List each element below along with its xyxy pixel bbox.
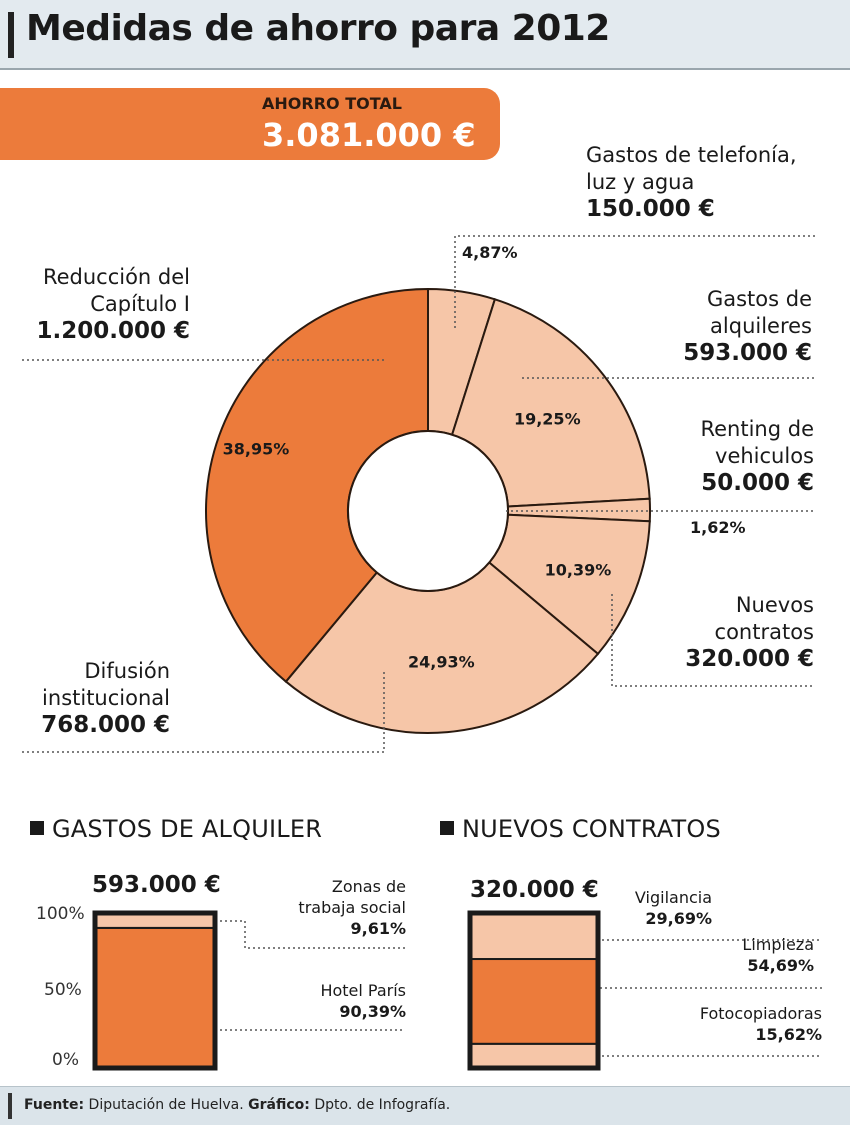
stack-segment-contratos-1 <box>469 958 599 1045</box>
slice-name-line: Capítulo I <box>90 292 190 316</box>
total-savings-banner: AHORRO TOTAL 3.081.000 € <box>0 88 500 160</box>
component-pct: 29,69% <box>645 909 712 928</box>
bullet-square-icon <box>440 821 454 835</box>
component-label-hotel: Hotel París 90,39% <box>250 980 406 1022</box>
component-pct: 15,62% <box>755 1025 822 1044</box>
component-label-limpieza: Limpieza 54,69% <box>660 934 814 976</box>
source-value: Diputación de Huelva. <box>88 1097 244 1113</box>
leader-line-contratos <box>611 594 815 687</box>
stacked-bar-contratos <box>467 910 601 1071</box>
slice-pct-renting: 1,62% <box>690 518 746 537</box>
donut-pct-difusion: 24,93% <box>408 652 475 671</box>
y-tick-label: 0% <box>52 1050 79 1070</box>
slice-name-line: contratos <box>714 620 814 644</box>
slice-label-alquileres: Gastos de alquileres 593.000 € <box>600 286 812 367</box>
donut-hole <box>347 430 509 592</box>
component-pct: 9,61% <box>350 919 406 938</box>
component-name-line: Hotel París <box>320 981 406 1000</box>
slice-amount: 1.200.000 € <box>36 318 190 344</box>
slice-name-line: Reducción del <box>42 265 190 289</box>
stack-segment-contratos-2 <box>469 912 599 961</box>
footer-accent-bar <box>8 1093 12 1119</box>
y-tick-label: 100% <box>36 904 85 924</box>
graphic-value: Dpto. de Infografía. <box>314 1097 451 1113</box>
stack-total-contratos: 320.000 € <box>470 877 599 903</box>
slice-label-contratos: Nuevos contratos 320.000 € <box>600 592 814 673</box>
slice-pct-telefonia: 4,87% <box>462 243 518 262</box>
slice-name-line: alquileres <box>710 314 812 338</box>
leader-line-telefonia <box>454 235 815 328</box>
slice-amount: 50.000 € <box>701 470 814 496</box>
section-title-alquiler: GASTOS DE ALQUILER <box>30 815 322 843</box>
donut-pct-alquileres: 19,25% <box>514 409 581 428</box>
total-savings-value: 3.081.000 € <box>262 116 476 154</box>
slice-label-difusion: Difusión institucional 768.000 € <box>20 658 170 739</box>
footer-text: Fuente: Diputación de Huelva. Gráfico: D… <box>24 1097 450 1113</box>
section-title-text: NUEVOS CONTRATOS <box>462 815 721 843</box>
slice-amount: 593.000 € <box>683 340 812 366</box>
leader-line-difusion <box>20 672 385 753</box>
section-title-text: GASTOS DE ALQUILER <box>52 815 323 843</box>
component-pct: 54,69% <box>747 956 814 975</box>
component-name-line: Vigilancia <box>634 888 712 907</box>
slice-name-line: Gastos de telefonía, <box>586 143 797 167</box>
component-label-zonas: Zonas de trabaja social 9,61% <box>250 876 406 939</box>
slice-name-line: Renting de <box>700 417 814 441</box>
slice-name-line: institucional <box>42 686 170 710</box>
source-label: Fuente: <box>24 1097 85 1113</box>
total-savings-label: AHORRO TOTAL <box>262 94 402 113</box>
title-banner: Medidas de ahorro para 2012 <box>0 0 850 70</box>
slice-amount: 768.000 € <box>41 712 170 738</box>
slice-name-line: luz y agua <box>586 170 695 194</box>
component-name-line: Zonas de <box>331 877 406 896</box>
y-tick-label: 50% <box>44 980 82 1000</box>
donut-chart: 19,25% 10,39% 24,93% 38,95% <box>205 287 651 734</box>
slice-amount: 320.000 € <box>685 646 814 672</box>
leader-lines <box>20 235 822 1057</box>
slice-label-telefonia: Gastos de telefonía, luz y agua 150.000 … <box>586 142 797 223</box>
bullet-square-icon <box>30 821 44 835</box>
page-title: Medidas de ahorro para 2012 <box>26 8 610 49</box>
slice-amount: 150.000 € <box>586 196 715 222</box>
slice-name-line: Nuevos <box>735 593 814 617</box>
component-line-zonas <box>215 920 405 949</box>
footer-credits: Fuente: Diputación de Huelva. Gráfico: D… <box>0 1086 850 1125</box>
slice-name-line: vehiculos <box>715 444 814 468</box>
slice-name-line: Gastos de <box>706 287 812 311</box>
graphic-label: Gráfico: <box>248 1097 310 1113</box>
stack-segment-alquiler-0 <box>94 926 216 1070</box>
stack-frame-contratos <box>467 910 601 1071</box>
component-name-line: trabaja social <box>298 898 406 917</box>
component-name-line: Limpieza <box>742 935 814 954</box>
stack-total-alquiler: 593.000 € <box>92 872 221 898</box>
slice-label-renting: Renting de vehiculos 50.000 € <box>600 416 814 497</box>
stack-frame-alquiler <box>92 910 218 1071</box>
stacked-bar-alquiler <box>92 910 218 1071</box>
slice-label-capitulo: Reducción del Capítulo I 1.200.000 € <box>20 264 190 345</box>
component-label-vigilancia: Vigilancia 29,69% <box>610 887 712 929</box>
donut-pct-capitulo: 38,95% <box>223 440 290 459</box>
section-title-contratos: NUEVOS CONTRATOS <box>440 815 721 843</box>
donut-pct-contratos: 10,39% <box>545 561 612 580</box>
slice-name-line: Difusión <box>84 659 170 683</box>
component-pct: 90,39% <box>339 1002 406 1021</box>
component-name-line: Fotocopiadoras <box>699 1004 822 1023</box>
title-accent-bar <box>8 12 14 58</box>
component-label-fotocopiadoras: Fotocopiadoras 15,62% <box>660 1003 822 1045</box>
stack-segment-contratos-0 <box>469 1042 599 1069</box>
